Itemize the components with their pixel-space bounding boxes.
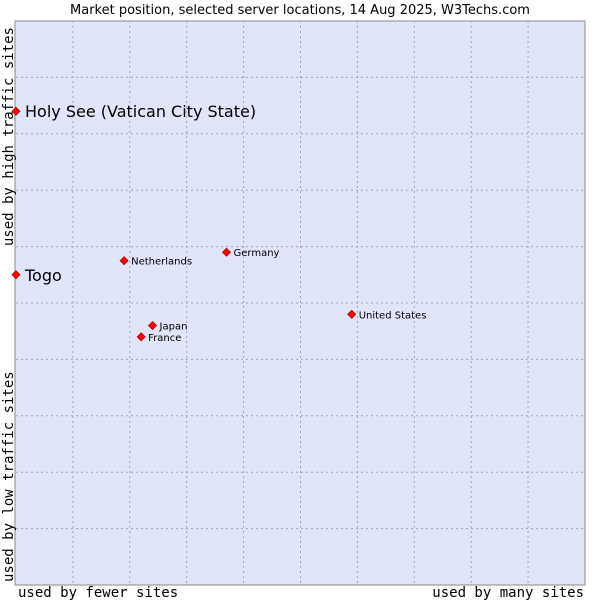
- point-label-japan: Japan: [159, 322, 188, 333]
- point-label-netherlands: Netherlands: [131, 257, 192, 268]
- data-points: Holy See (Vatican City State) Togo Netherl…: [11, 102, 427, 344]
- y-axis-label-top: used by high traffic sites: [1, 27, 17, 246]
- chart-title: Market position, selected server locatio…: [70, 3, 530, 18]
- point-label-holy-see-vatican-city-state: Holy See (Vatican City State): [25, 102, 256, 121]
- x-axis-label-left: used by fewer sites: [18, 585, 178, 600]
- grid-lines: [16, 21, 585, 585]
- point-marker-france: [136, 332, 146, 342]
- point-marker-japan: [147, 320, 158, 331]
- point-label-france: France: [148, 333, 181, 344]
- point-marker-united-states: [347, 309, 357, 319]
- y-axis-label-bottom: used by low traffic sites: [1, 371, 17, 582]
- point-marker-netherlands: [119, 256, 129, 266]
- point-marker-holy-see-vatican-city-state: [11, 106, 21, 116]
- point-label-united-states: United States: [359, 310, 427, 321]
- x-axis-label-right: used by many sites: [432, 585, 584, 600]
- point-marker-togo: [11, 270, 21, 280]
- point-label-togo: Togo: [24, 266, 62, 285]
- point-marker-germany: [221, 247, 232, 257]
- point-label-germany: Germany: [234, 248, 280, 259]
